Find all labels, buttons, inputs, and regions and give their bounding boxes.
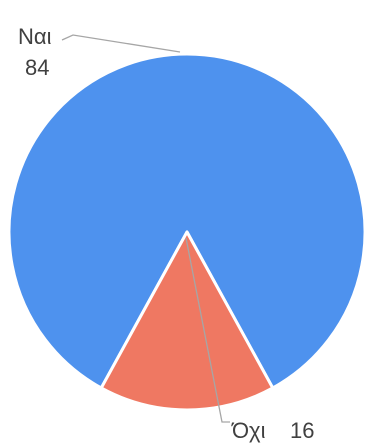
leader-line-0	[61, 34, 181, 53]
pie-slices	[7, 52, 365, 412]
leader-line-1	[185, 237, 230, 423]
data-label-value-1: 16	[290, 418, 314, 443]
data-label-category-0: Ναι	[18, 24, 52, 49]
pie-slice-1	[99, 230, 275, 412]
data-label-category-1: Όχι	[231, 418, 266, 443]
data-label-value-0: 84	[25, 55, 49, 80]
leader-lines	[61, 34, 230, 423]
pie-slice-0	[7, 52, 365, 390]
